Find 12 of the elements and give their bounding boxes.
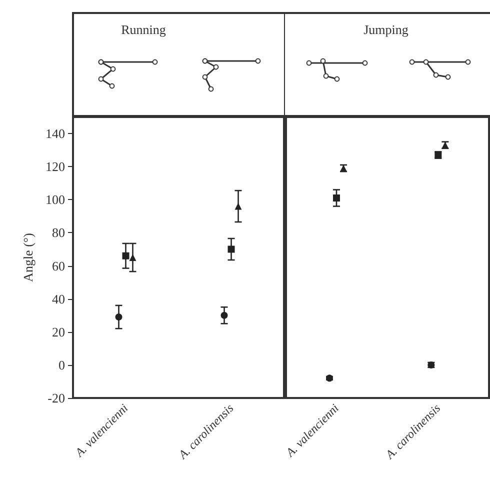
y-tick-label: 120 [46,159,65,174]
y-tick-label: 100 [46,192,65,208]
y-tick-label: -20 [48,390,65,406]
y-tick-label: 0 [58,357,65,372]
y-tick-label: 40 [52,291,65,306]
chart-title: Running [121,22,166,37]
y-tick-label: 140 [46,126,65,142]
y-tick-label: 60 [52,258,65,274]
y-axis-title: Angle (°) [20,233,36,282]
y-tick-label: 20 [52,324,65,340]
y-tick-label: 80 [52,225,65,240]
chart-title: Jumping [364,22,409,37]
